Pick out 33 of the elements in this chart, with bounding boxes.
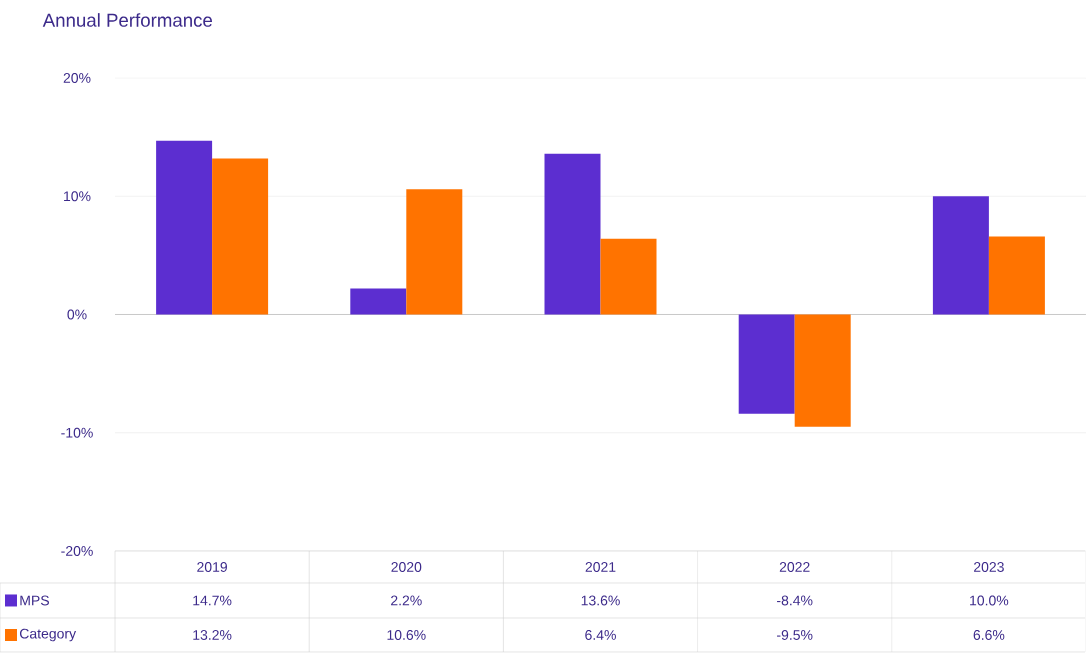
y-tick-label: 20% xyxy=(63,73,91,83)
legend-label: MPS xyxy=(20,595,49,606)
x-tick-label: 2022 xyxy=(779,562,810,572)
x-tick-label: 2020 xyxy=(391,562,422,572)
y-tick-label: -20% xyxy=(61,546,93,556)
data-label: 13.2% xyxy=(193,630,232,640)
data-label: -9.5% xyxy=(777,630,813,640)
data-label: 13.6% xyxy=(581,595,620,606)
bar xyxy=(600,238,657,315)
legend-label: Category xyxy=(19,628,77,642)
data-label: -8.4% xyxy=(777,595,813,606)
data-label: 14.7% xyxy=(193,595,232,606)
bar xyxy=(350,288,407,315)
bar xyxy=(794,314,851,427)
data-label: 10.0% xyxy=(970,595,1009,606)
bar xyxy=(738,314,795,414)
x-tick-label: 2019 xyxy=(197,562,227,572)
data-label: 10.6% xyxy=(387,630,426,640)
y-tick-label: 0% xyxy=(67,309,87,320)
chart-title: Annual Performance xyxy=(42,13,213,27)
y-tick-label: -10% xyxy=(61,427,93,438)
bar xyxy=(406,189,463,315)
x-tick-label: 2023 xyxy=(974,562,1004,572)
data-label: 6.4% xyxy=(585,630,616,640)
data-label: 2.2% xyxy=(391,595,422,606)
bar xyxy=(156,140,213,315)
x-tick-label: 2021 xyxy=(585,562,616,572)
bar xyxy=(932,196,989,315)
bar xyxy=(988,236,1045,315)
bar xyxy=(544,153,601,315)
data-label: 6.6% xyxy=(973,630,1005,640)
y-tick-label: 10% xyxy=(64,191,91,202)
bar xyxy=(212,158,269,315)
